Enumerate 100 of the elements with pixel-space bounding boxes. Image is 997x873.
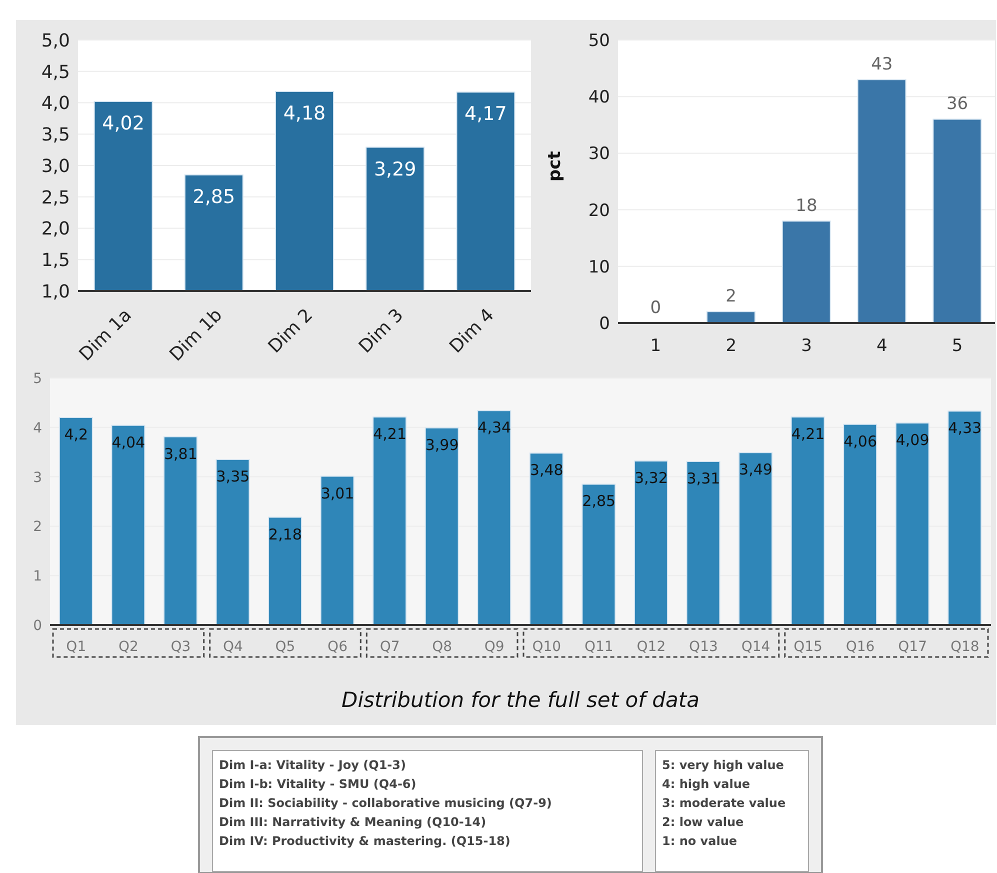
text: 1: no value	[662, 833, 738, 850]
x-tick-label: Dim 1a	[75, 304, 136, 366]
x-tick-label: 5	[952, 336, 963, 356]
y-tick-label: 0	[33, 618, 42, 634]
bar	[529, 452, 564, 625]
y-tick-label: 20	[588, 200, 610, 221]
x-tick-label: Q7	[380, 638, 400, 655]
bar	[424, 427, 459, 625]
x-tick-label: Q9	[484, 638, 504, 655]
data-label: 2,85	[192, 186, 236, 208]
bar	[895, 422, 930, 625]
data-label: 4,33	[948, 419, 982, 438]
text: Dim IV: Productivity & mastering. (Q15-18)	[219, 833, 512, 850]
data-label: 4,02	[102, 112, 144, 134]
data-label: 3,99	[425, 436, 459, 454]
y-tick-label: 4,5	[41, 62, 70, 83]
x-axis-title: Distribution for the full set of data	[342, 688, 700, 712]
x-tick-label: Q5	[275, 638, 296, 655]
x-tick-label: Q8	[432, 638, 452, 655]
text: Dim I-a: Vitality - Joy (Q1-3)	[219, 757, 407, 774]
x-tick-label: Q11	[584, 638, 614, 655]
bar	[372, 416, 407, 625]
y-tick-label: 1,0	[41, 281, 70, 302]
y-tick-label: 4,0	[41, 93, 70, 114]
bar	[948, 410, 982, 625]
x-tick-label: Q4	[223, 638, 244, 655]
data-label: 4,09	[896, 430, 930, 449]
data-label: 18	[796, 196, 818, 216]
y-tick-label: 4	[33, 420, 42, 436]
data-label: 4,18	[283, 102, 326, 124]
data-label: 3,49	[739, 460, 772, 479]
bar	[58, 417, 93, 625]
x-tick-label: Q10	[532, 638, 562, 655]
data-label: 4,21	[791, 425, 825, 444]
y-tick-label: 5,0	[41, 30, 70, 52]
data-label: 3,29	[374, 158, 416, 180]
y-tick-label: 2,5	[41, 187, 70, 208]
data-label: 3,35	[216, 468, 250, 486]
bar	[857, 79, 906, 323]
x-tick-label: Dim 1b	[166, 304, 226, 366]
data-label: 3,32	[634, 468, 668, 487]
x-tick-label: Q14	[741, 638, 770, 655]
bar	[163, 436, 198, 625]
text: 2: low value	[662, 814, 745, 831]
y-tick-label: 2,0	[41, 218, 70, 240]
data-label: 4,2	[64, 426, 88, 444]
bar	[477, 410, 512, 625]
x-tick-label: Q15	[794, 638, 822, 655]
y-tick-label: 0	[599, 314, 610, 334]
data-label: 4,17	[464, 103, 507, 126]
x-tick-label: 2	[726, 336, 737, 356]
x-tick-label: Q13	[689, 638, 718, 655]
bar	[111, 424, 146, 625]
data-label: 43	[871, 54, 893, 75]
data-label: 4,21	[373, 425, 407, 444]
x-tick-label: Q2	[118, 638, 138, 655]
x-tick-label: 1	[650, 336, 662, 356]
bar	[843, 424, 878, 625]
data-label: 2,18	[268, 525, 302, 544]
y-tick-label: 3,5	[41, 124, 70, 146]
data-label: 36	[946, 94, 968, 114]
bar	[686, 460, 720, 625]
x-tick-label: Q17	[898, 638, 928, 655]
bar	[268, 516, 302, 625]
x-tick-label: Q6	[328, 638, 348, 655]
text: 5: very high value	[662, 757, 785, 774]
bar	[790, 416, 825, 625]
bar	[320, 476, 354, 625]
y-tick-label: 1	[33, 568, 42, 585]
bar	[216, 459, 250, 625]
y-tick-label: 50	[588, 31, 610, 52]
data-label: 3,01	[320, 484, 354, 502]
x-tick-label: Dim 4	[446, 304, 498, 358]
text: Dim III: Narrativity & Meaning (Q10-14)	[219, 814, 488, 831]
bar	[932, 118, 982, 323]
x-tick-label: Q18	[950, 638, 980, 655]
data-label: 2,85	[582, 492, 616, 510]
bar	[582, 484, 616, 625]
data-label: 3,31	[686, 469, 720, 488]
data-label: 4,06	[844, 432, 878, 450]
x-tick-label: 4	[876, 336, 888, 356]
y-axis-title: pct	[545, 151, 566, 182]
x-tick-label: Q1	[66, 638, 86, 655]
y-tick-label: 2	[33, 519, 42, 536]
bar	[738, 452, 773, 625]
y-tick-label: 40	[588, 88, 610, 108]
data-label: 3,48	[530, 461, 564, 480]
y-tick-label: 3,0	[41, 156, 70, 177]
x-tick-label: Dim 3	[354, 304, 408, 358]
bar	[782, 220, 831, 323]
data-label: 0	[650, 298, 662, 318]
y-tick-label: 3	[33, 470, 42, 486]
bar	[706, 311, 756, 323]
x-tick-label: Dim 2	[264, 304, 318, 358]
text: 3: moderate value	[662, 795, 787, 812]
y-tick-label: 10	[588, 257, 610, 278]
text: 4: high value	[662, 776, 752, 793]
bar	[634, 460, 668, 625]
y-tick-label: 1,5	[41, 250, 70, 272]
text: Dim I-b: Vitality - SMU (Q4-6)	[219, 776, 418, 793]
